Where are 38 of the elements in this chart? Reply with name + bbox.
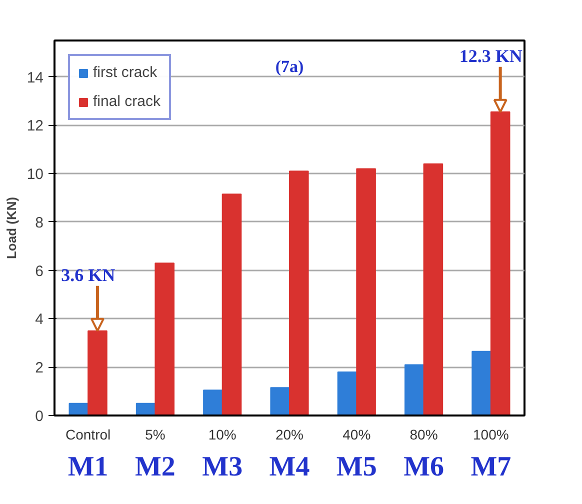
annotation: 3.6 KN bbox=[61, 264, 116, 285]
y-tick-label: 10 bbox=[26, 166, 44, 184]
x-tick-label: 80% bbox=[410, 426, 438, 442]
x-tick-label: 100% bbox=[473, 426, 509, 442]
legend-label: first crack bbox=[93, 64, 158, 81]
y-tick-label: 6 bbox=[35, 262, 44, 280]
text: M2 bbox=[135, 452, 176, 482]
x-tick-label: 10% bbox=[208, 426, 236, 442]
x-tick-label: Control bbox=[66, 426, 111, 442]
bar bbox=[472, 350, 492, 416]
text: M4 bbox=[269, 452, 310, 482]
y-tick-label: 2 bbox=[35, 360, 44, 377]
bar bbox=[270, 387, 290, 416]
y-tick-label: 8 bbox=[35, 214, 44, 232]
y-tick-label: 12 bbox=[26, 118, 44, 135]
bar bbox=[337, 371, 358, 416]
text: M3 bbox=[202, 452, 243, 482]
bar bbox=[356, 168, 376, 416]
text: M6 bbox=[404, 452, 444, 482]
bar bbox=[404, 364, 424, 416]
legend-label: final crack bbox=[93, 93, 161, 110]
annotation: 12.3 KN bbox=[459, 46, 522, 66]
x-tick-label: 20% bbox=[275, 426, 304, 442]
annotation: (7a) bbox=[275, 57, 304, 76]
x-tick-label: 5% bbox=[145, 426, 166, 442]
bar bbox=[289, 170, 309, 416]
y-axis-title: Load (KN) bbox=[4, 196, 19, 260]
text: M5 bbox=[336, 452, 377, 482]
y-tick-label: 14 bbox=[26, 69, 44, 86]
bar bbox=[154, 262, 175, 416]
text: M7 bbox=[470, 452, 512, 482]
y-tick-label: 4 bbox=[35, 311, 44, 328]
x-tick-label: 40% bbox=[342, 426, 371, 442]
bar bbox=[222, 194, 242, 416]
bar bbox=[203, 390, 223, 416]
bar bbox=[423, 163, 444, 416]
text: M1 bbox=[68, 452, 108, 482]
y-tick-label: 0 bbox=[35, 408, 44, 425]
